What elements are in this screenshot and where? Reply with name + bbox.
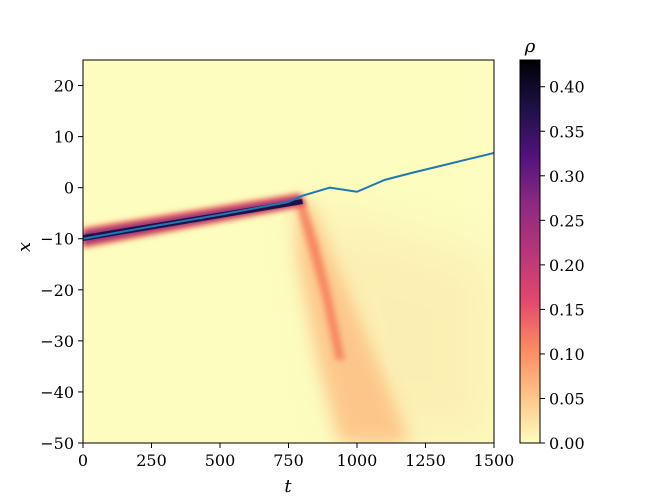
colorbar-tick-label: 0.05 [549,389,585,408]
x-axis: 0 250 500 750 1000 1250 1500 [78,443,514,470]
x-tick-label: 750 [273,451,304,470]
trajectory-line [83,151,494,240]
x-tick-label: 0 [78,451,88,470]
colorbar-tick-label: 0.35 [549,122,585,141]
x-tick-label: 500 [205,451,236,470]
y-tick-label: 10 [54,128,74,147]
y-tick-label: 0 [64,179,74,198]
colorbar-tick-label: 0.00 [549,434,585,453]
heatmap-tail-inner [295,200,345,360]
y-axis-label: x [14,242,35,252]
colorbar-tick-label: 0.40 [549,78,585,97]
colorbar-tick-label: 0.20 [549,256,585,275]
y-tick-label: −40 [40,383,74,402]
colorbar-tick-label: 0.15 [549,300,585,319]
colorbar-tick-label: 0.25 [549,211,585,230]
x-tick-label: 250 [136,451,167,470]
y-tick-label: −50 [40,434,74,453]
y-tick-label: −30 [40,332,74,351]
x-tick-label: 1000 [337,451,378,470]
y-tick-label: −20 [40,281,74,300]
heatmap-tail-outer [296,200,410,443]
x-axis-label: t [284,476,292,497]
colorbar-tick-label: 0.30 [549,167,585,186]
x-tick-label: 1250 [405,451,446,470]
y-tick-label: −10 [40,230,74,249]
line-layer [83,151,494,240]
colorbar-axis: 0.00 0.05 0.10 0.15 0.20 0.25 0.30 0.35 0.40 [540,78,585,453]
y-tick-label: 20 [54,77,74,96]
y-axis: 20 10 0 −10 −20 −30 −40 −50 [40,77,83,453]
colorbar-tick-label: 0.10 [549,345,585,364]
colorbar-label: ρ [524,36,536,57]
x-tick-label: 1500 [474,451,515,470]
colorbar [519,59,541,444]
